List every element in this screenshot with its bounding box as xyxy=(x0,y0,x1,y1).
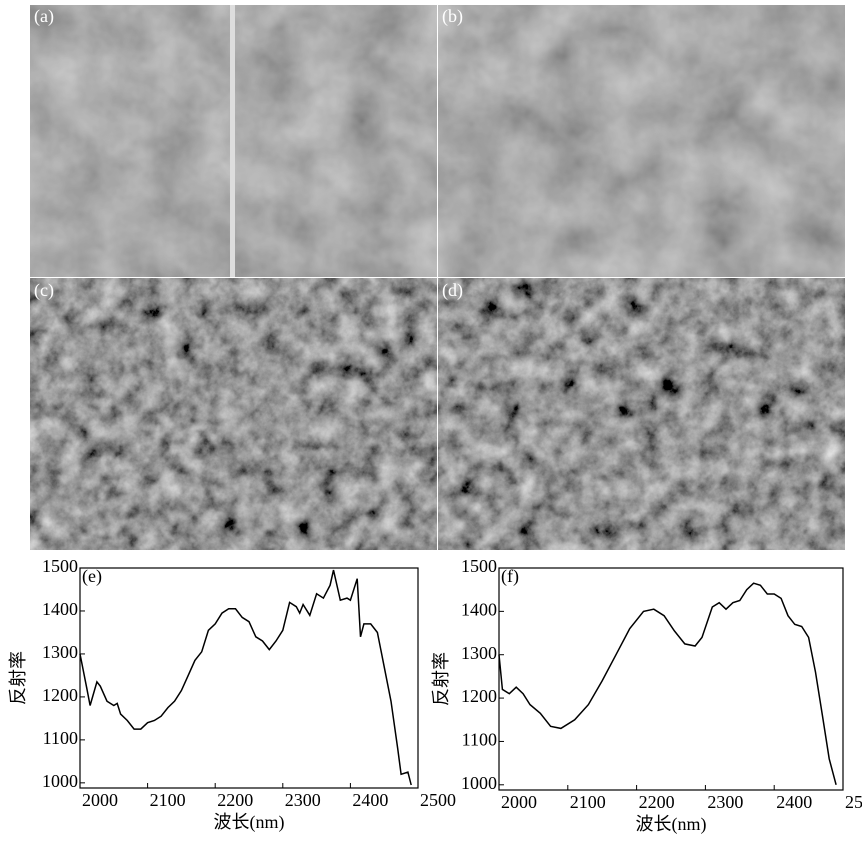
y-tick-label: 1300 xyxy=(42,642,78,662)
y-tick-label: 1300 xyxy=(461,643,497,663)
panel-label: (c) xyxy=(34,280,54,301)
y-tick-label: 1000 xyxy=(461,773,497,793)
x-axis-label: 波长(nm) xyxy=(636,814,707,835)
x-tick-label: 2100 xyxy=(570,792,606,812)
x-tick-label: 2100 xyxy=(150,790,186,810)
y-tick-label: 1400 xyxy=(42,599,78,619)
y-tick-label: 1500 xyxy=(42,556,78,576)
x-tick-label: 2500 xyxy=(420,790,456,810)
spectrum-line xyxy=(498,582,837,785)
image-a xyxy=(30,5,437,277)
y-tick-label: 1100 xyxy=(43,728,78,748)
x-tick-label: 2000 xyxy=(501,792,537,812)
image-d xyxy=(438,278,845,550)
x-tick-label: 2500 xyxy=(845,792,862,812)
panel-label: (b) xyxy=(442,6,463,27)
panel-label: (a) xyxy=(34,6,54,27)
x-tick-label: 2200 xyxy=(217,790,253,810)
plot-frame xyxy=(79,567,419,789)
x-axis-label: 波长(nm) xyxy=(214,812,285,833)
x-tick-label: 2000 xyxy=(82,790,118,810)
x-tick-label: 2200 xyxy=(639,792,675,812)
x-tick-label: 2300 xyxy=(707,792,743,812)
image-c xyxy=(30,278,437,550)
plot-frame xyxy=(498,567,844,791)
panel-label: (d) xyxy=(442,280,463,301)
x-tick-label: 2300 xyxy=(285,790,321,810)
image-b xyxy=(438,5,845,277)
y-tick-label: 1100 xyxy=(462,730,497,750)
y-axis-label: 反射率 xyxy=(431,652,451,706)
y-tick-label: 1200 xyxy=(42,685,78,705)
x-tick-label: 2400 xyxy=(352,790,388,810)
y-tick-label: 1200 xyxy=(461,686,497,706)
panel-label: (f) xyxy=(501,566,519,587)
y-tick-label: 1400 xyxy=(461,599,497,619)
x-tick-label: 2400 xyxy=(776,792,812,812)
y-tick-label: 1000 xyxy=(42,771,78,791)
y-tick-label: 1500 xyxy=(461,556,497,576)
y-axis-label: 反射率 xyxy=(8,651,28,705)
spectrum-line xyxy=(79,569,412,786)
panel-label: (e) xyxy=(82,566,102,587)
